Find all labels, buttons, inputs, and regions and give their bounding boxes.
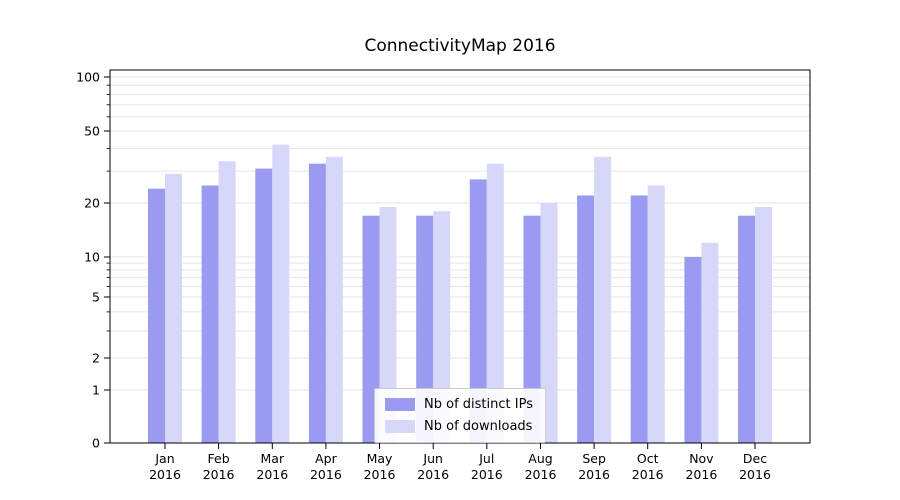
y-tick-label: 0 <box>92 436 100 451</box>
x-tick-label-month: Nov <box>689 451 714 466</box>
y-tick-label: 2 <box>92 351 100 366</box>
legend-swatch-ips <box>385 398 416 411</box>
bar-downloads-oct <box>647 185 665 443</box>
bar-ips-dec <box>738 215 755 443</box>
x-tick-label-month: May <box>367 451 393 466</box>
x-tick-label-year: 2016 <box>685 467 717 482</box>
bar-ips-jul <box>469 179 487 443</box>
x-tick-label-month: Jul <box>478 451 494 466</box>
bar-downloads-aug <box>540 203 558 443</box>
bar-ips-mar <box>255 168 273 443</box>
bar-ips-oct <box>630 195 648 443</box>
bar-downloads-jul <box>486 163 504 443</box>
x-tick-label-month: Aug <box>528 451 552 466</box>
bar-downloads-jan <box>165 173 182 444</box>
bar-ips-jun <box>416 215 434 443</box>
x-tick-label-year: 2016 <box>417 467 449 482</box>
x-tick-label-year: 2016 <box>149 467 181 482</box>
x-tick-label-year: 2016 <box>739 467 771 482</box>
bar-downloads-feb <box>218 161 236 444</box>
x-tick-label-year: 2016 <box>310 467 342 482</box>
bar-ips-nov <box>684 257 702 443</box>
bar-ips-apr <box>308 163 326 443</box>
legend-item-downloads: Nb of downloads <box>385 419 533 434</box>
x-tick-label-month: Jun <box>422 451 443 466</box>
x-tick-label-year: 2016 <box>578 467 610 482</box>
bar-downloads-may <box>379 207 397 443</box>
y-tick-label: 5 <box>92 290 100 305</box>
bar-downloads-apr <box>325 156 343 444</box>
x-tick-label-month: Jan <box>154 451 174 466</box>
chart-title: ConnectivityMap 2016 <box>364 36 556 56</box>
bar-ips-aug <box>523 215 541 443</box>
x-tick-label-month: Mar <box>261 451 285 466</box>
x-tick-label-year: 2016 <box>364 467 396 482</box>
y-tick-label: 100 <box>76 70 100 85</box>
legend: Nb of distinct IPs Nb of downloads <box>374 388 546 443</box>
legend-label-downloads: Nb of downloads <box>424 419 533 434</box>
y-tick-label: 50 <box>84 124 100 139</box>
x-tick-label-month: Feb <box>208 451 230 466</box>
x-tick-label-month: Dec <box>743 451 767 466</box>
y-tick-label: 10 <box>84 250 100 265</box>
x-tick-label-year: 2016 <box>203 467 235 482</box>
bar-downloads-sep <box>594 156 612 444</box>
x-tick-label-month: Apr <box>315 451 337 466</box>
bar-downloads-jun <box>433 211 451 443</box>
bar-ips-feb <box>201 185 219 443</box>
x-tick-label-year: 2016 <box>525 467 557 482</box>
x-tick-label-month: Sep <box>582 451 606 466</box>
y-tick-label: 20 <box>84 196 100 211</box>
bar-ips-may <box>362 215 380 443</box>
bar-downloads-dec <box>755 207 772 443</box>
legend-swatch-downloads <box>385 420 416 433</box>
x-tick-label-month: Oct <box>637 451 659 466</box>
x-tick-label-year: 2016 <box>471 467 503 482</box>
bar-downloads-mar <box>272 144 290 443</box>
x-tick-label-year: 2016 <box>256 467 288 482</box>
bar-downloads-nov <box>701 242 719 443</box>
y-tick-label: 1 <box>92 383 100 398</box>
bar-ips-jan <box>148 188 165 443</box>
legend-label-ips: Nb of distinct IPs <box>424 397 533 412</box>
bar-ips-sep <box>577 195 595 443</box>
legend-item-ips: Nb of distinct IPs <box>385 397 533 412</box>
x-tick-label-year: 2016 <box>632 467 664 482</box>
